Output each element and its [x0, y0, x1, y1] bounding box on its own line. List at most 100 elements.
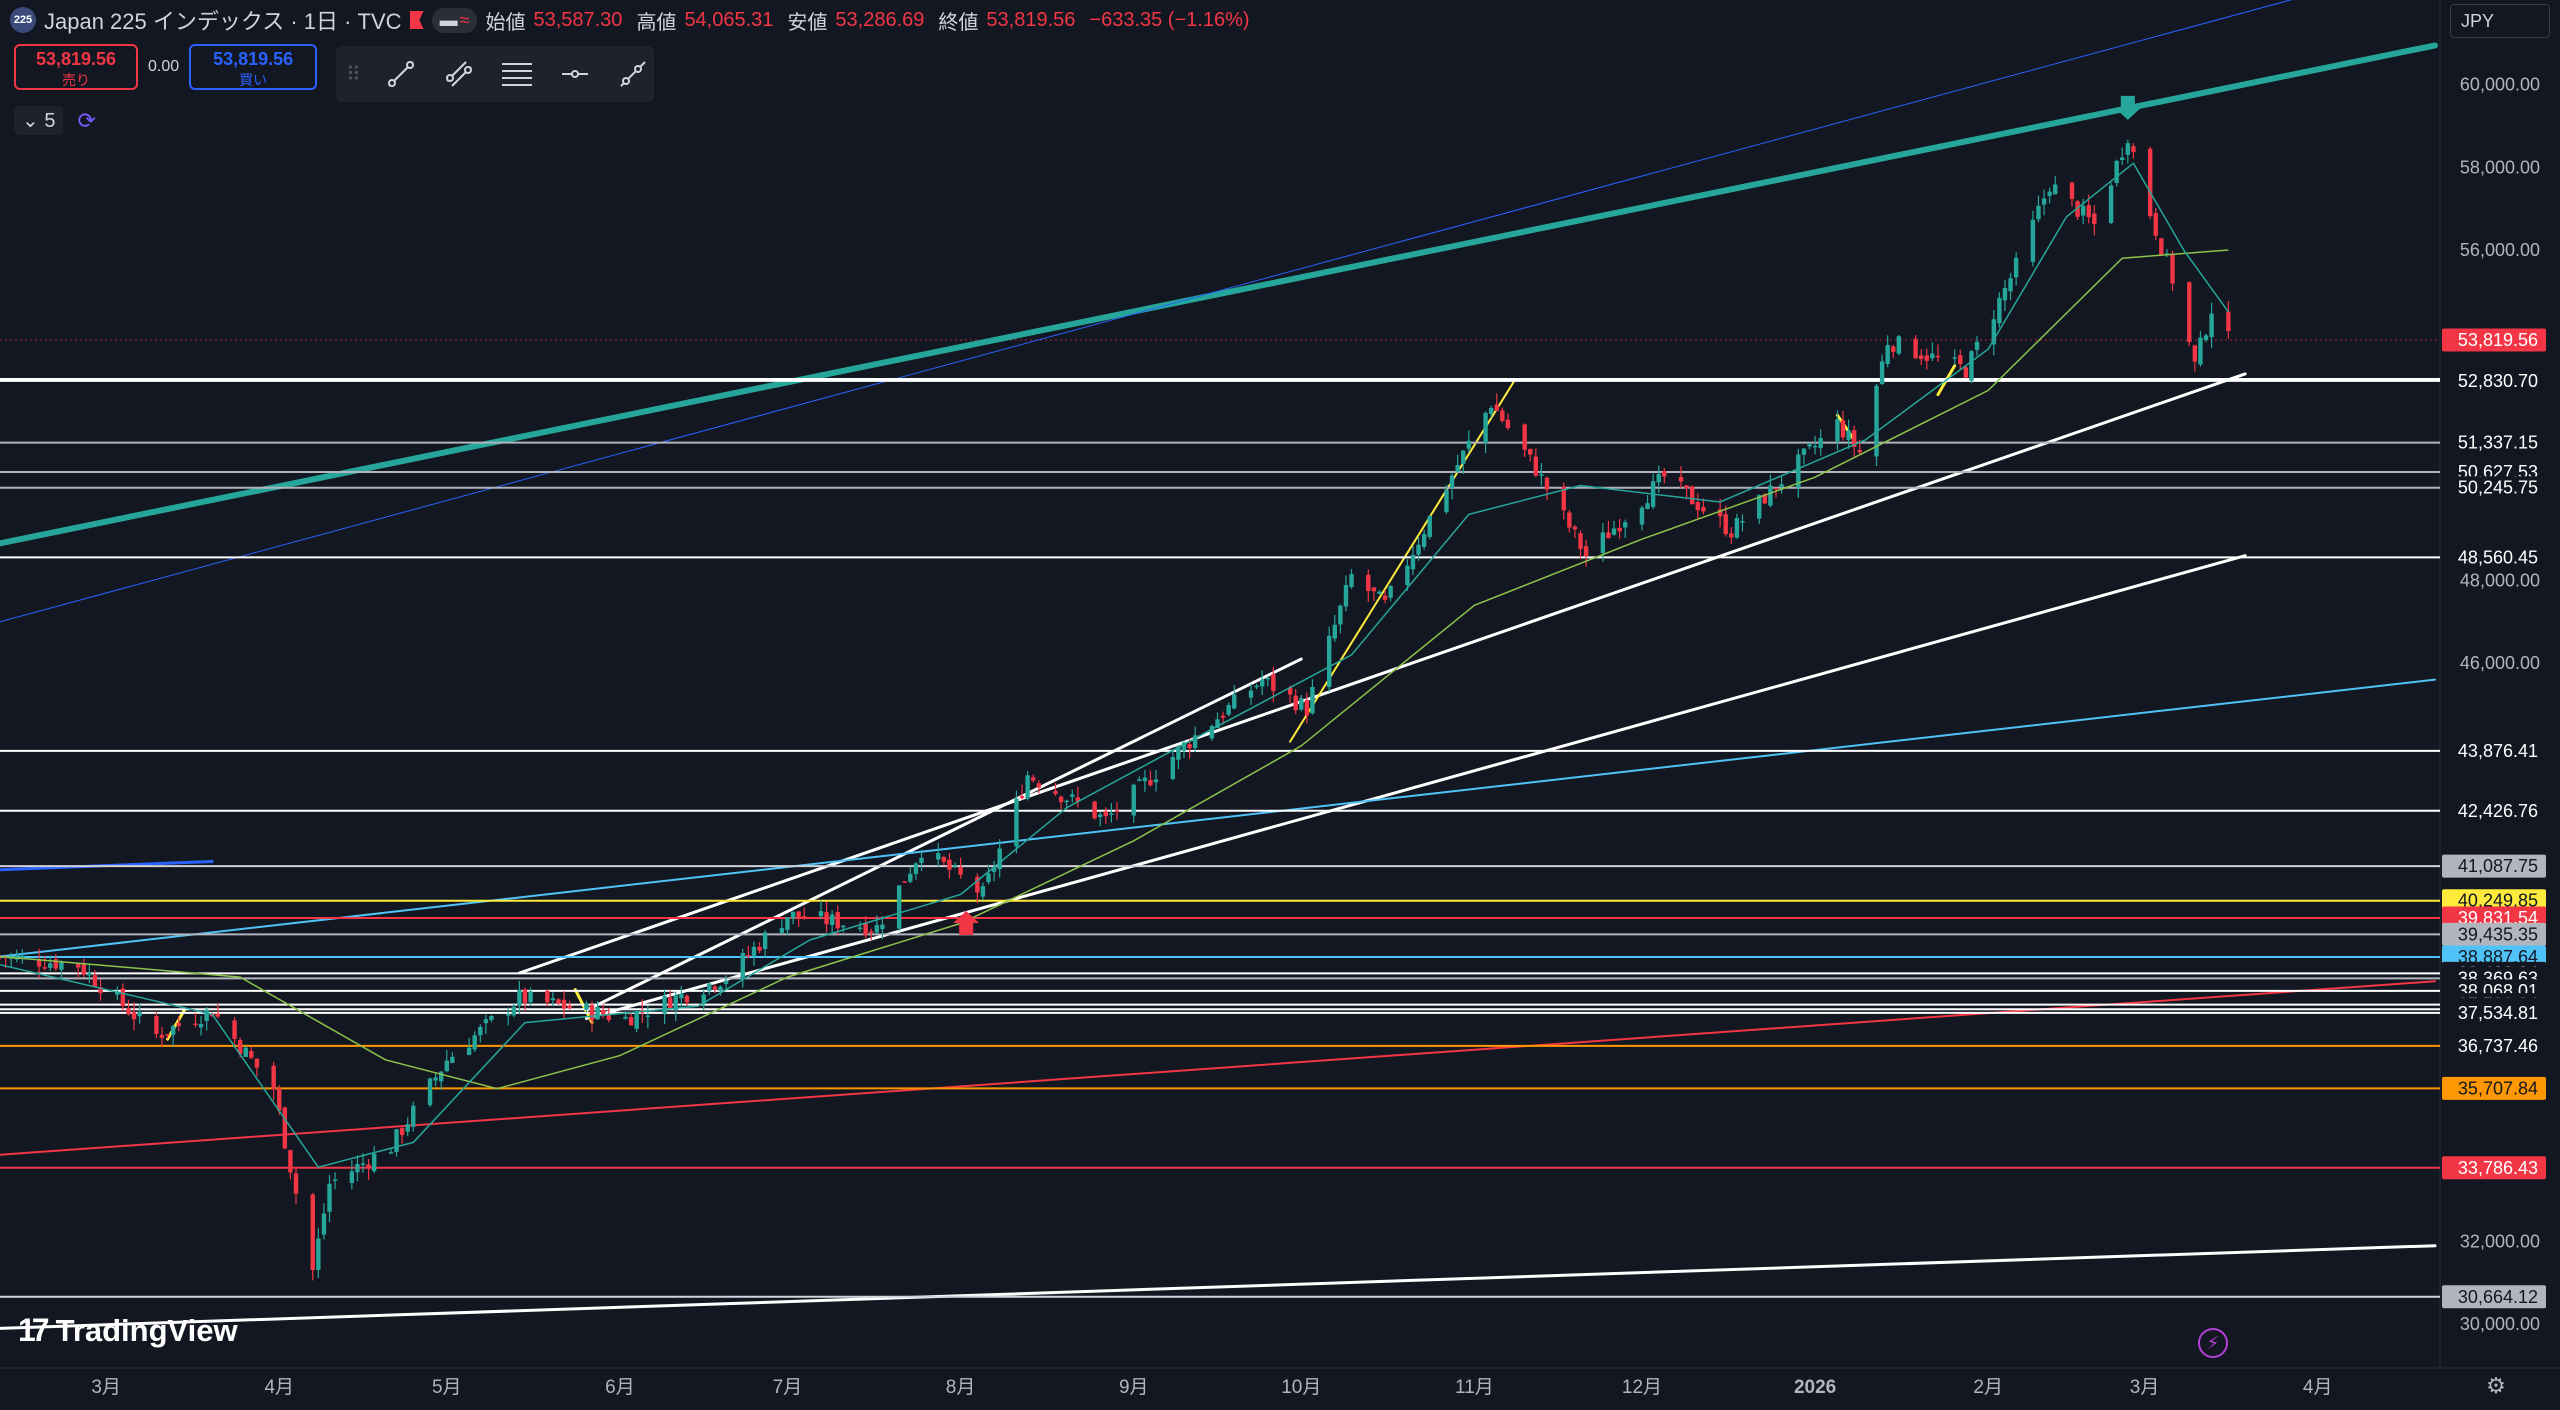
candle-body — [2053, 184, 2058, 195]
x-tick-label: 3月 — [91, 1377, 121, 1398]
candle-body — [232, 1020, 237, 1039]
candle-body — [740, 952, 745, 980]
candles-group — [0, 139, 2231, 1281]
candle-body — [584, 1003, 589, 1010]
candle-body — [1131, 784, 1136, 816]
trendline-tool-icon[interactable] — [383, 56, 419, 92]
candle-body — [835, 912, 840, 929]
candle-body — [1494, 404, 1499, 411]
candle-body — [1455, 465, 1460, 472]
candle-body — [1885, 345, 1890, 365]
ray-tool-icon[interactable] — [615, 56, 651, 92]
candle-body — [1271, 674, 1276, 692]
trendline-10 — [1835, 413, 1856, 442]
candle-body — [1170, 756, 1176, 780]
candle-body — [2086, 205, 2091, 218]
drag-handle-icon[interactable]: ⠿ — [346, 63, 361, 86]
candle-body — [1918, 355, 1924, 360]
candle-body — [411, 1105, 416, 1127]
candle-body — [1851, 430, 1857, 447]
candle-body — [2030, 219, 2036, 262]
lightning-icon[interactable]: ⚡ — [2198, 1328, 2228, 1358]
candle-body — [159, 1034, 165, 1038]
buy-price: 53,819.56 — [213, 49, 294, 69]
candle-body — [2120, 157, 2125, 160]
candle-body — [327, 1183, 332, 1212]
settings-gear-icon[interactable]: ⚙ — [2486, 1373, 2506, 1398]
candle-body — [360, 1163, 366, 1165]
candle-body — [975, 876, 980, 893]
currency-selector[interactable]: JPY — [2450, 4, 2550, 38]
candle-body — [645, 1015, 651, 1017]
candle-body — [277, 1088, 282, 1111]
candle-body — [1662, 471, 1667, 477]
candle-body — [1070, 794, 1075, 797]
candle-body — [1427, 515, 1432, 537]
candle-body — [1500, 410, 1505, 421]
sync-icon[interactable]: ⟳ — [77, 107, 96, 133]
candle-body — [1684, 485, 1689, 489]
candle-body — [316, 1238, 321, 1270]
candle-body — [913, 863, 919, 874]
buy-button[interactable]: 53,819.56 買い — [189, 44, 318, 90]
candle-body — [947, 859, 952, 870]
candle-body — [1913, 338, 1918, 359]
symbol-title[interactable]: Japan 225 インデックス · 1日 · TVC — [44, 9, 402, 34]
sell-price: 53,819.56 — [35, 49, 117, 69]
candle-body — [1578, 533, 1583, 549]
candle-body — [271, 1065, 276, 1090]
buy-label: 買い — [239, 72, 268, 88]
candle-body — [919, 857, 924, 863]
flag-icon[interactable] — [409, 11, 424, 29]
candle-body — [1019, 796, 1025, 799]
price-tag-bg — [2442, 476, 2546, 500]
candle-body — [2203, 335, 2209, 341]
channel-tool-icon[interactable] — [441, 56, 477, 92]
candle-body — [2125, 143, 2131, 155]
candle-body — [120, 988, 126, 1007]
ma-fast-line — [0, 162, 2230, 1169]
tradingview-logo[interactable]: 17 TradingView — [18, 1312, 238, 1349]
candle-body — [98, 987, 103, 994]
candle-body — [751, 946, 757, 956]
trendline-2 — [517, 372, 2247, 975]
candle-body — [2036, 205, 2041, 220]
candle-body — [2047, 191, 2052, 196]
price-tag-label: 51,337.15 — [2458, 433, 2538, 453]
candle-body — [1656, 473, 1661, 483]
candle-body — [243, 1047, 248, 1057]
candle-body — [1896, 336, 1902, 354]
price-tag-label: 43,876.41 — [2458, 741, 2538, 761]
candle-body — [1377, 591, 1382, 594]
candle-body — [857, 927, 863, 930]
fib-tool-icon[interactable] — [499, 56, 535, 92]
candle-body — [2192, 345, 2198, 362]
candle-body — [874, 925, 880, 933]
candle-body — [81, 964, 86, 975]
candle-body — [2198, 337, 2203, 365]
candle-body — [193, 1023, 198, 1025]
candle-body — [528, 991, 533, 1003]
candle-body — [1098, 814, 1103, 818]
current-price-tag-label: 53,819.56 — [2458, 330, 2538, 350]
candle-body — [1522, 424, 1527, 450]
candle-body — [1963, 367, 1969, 378]
hline-tool-icon[interactable] — [557, 56, 593, 92]
x-tick-label: 2月 — [1973, 1377, 2003, 1398]
x-tick-label: 9月 — [1119, 1377, 1149, 1398]
price-tag-bg — [2442, 1156, 2546, 1180]
sell-label: 売り — [62, 72, 90, 88]
line-icon: ▬ — [439, 9, 458, 30]
sell-button[interactable]: 53,819.56 売り — [14, 44, 138, 90]
candle-body — [1466, 440, 1472, 449]
compare-toggle[interactable]: ▬ ≈ — [431, 7, 478, 33]
candle-body — [1930, 353, 1935, 359]
candle-body — [1997, 297, 2002, 324]
candle-body — [1561, 486, 1566, 511]
x-tick-label: 7月 — [773, 1377, 803, 1398]
symbol-logo[interactable]: 225 — [10, 7, 36, 33]
candle-body — [1103, 811, 1109, 817]
indicator-toggle[interactable]: ⌄ 5 — [14, 106, 64, 135]
candle-body — [2008, 278, 2013, 292]
